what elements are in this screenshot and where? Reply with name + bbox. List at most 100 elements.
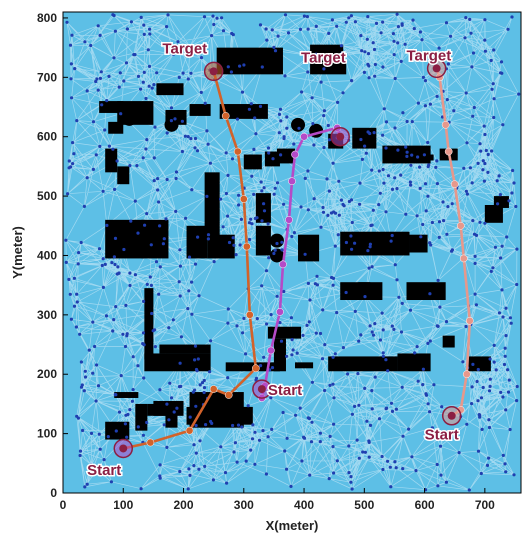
roadmap-node [384, 146, 388, 150]
roadmap-node [253, 462, 257, 466]
roadmap-node [430, 426, 434, 430]
roadmap-node [178, 469, 182, 474]
roadmap-node [253, 116, 257, 120]
roadmap-node [280, 248, 284, 252]
roadmap-node [69, 77, 73, 81]
roadmap-node [279, 339, 284, 343]
path-waypoint [279, 260, 287, 269]
roadmap-node [187, 255, 192, 259]
roadmap-node [510, 15, 514, 19]
roadmap-node [281, 410, 285, 415]
roadmap-node [306, 281, 310, 285]
roadmap-node [419, 235, 423, 239]
roadmap-node [68, 43, 73, 47]
roadmap-node [226, 321, 230, 325]
roadmap-node [318, 431, 322, 435]
roadmap-node [115, 159, 119, 163]
roadmap-node [107, 74, 111, 78]
roadmap-node [426, 402, 430, 406]
roadmap-node [285, 436, 289, 440]
roadmap-node [337, 179, 341, 183]
roadmap-node [368, 423, 373, 427]
roadmap-node [487, 456, 491, 460]
roadmap-node [143, 223, 147, 227]
roadmap-node [202, 390, 206, 395]
roadmap-node [361, 450, 365, 454]
roadmap-node [91, 120, 96, 124]
obstacle [298, 234, 320, 262]
roadmap-node [83, 485, 87, 489]
roadmap-node [303, 252, 307, 256]
roadmap-node [156, 177, 160, 181]
roadmap-node [353, 404, 357, 408]
roadmap-node [94, 153, 98, 157]
roadmap-node [501, 315, 505, 319]
roadmap-node [113, 29, 117, 33]
roadmap-node [435, 94, 439, 98]
roadmap-node [78, 449, 83, 453]
roadmap-node [133, 273, 137, 277]
obstacle [442, 335, 455, 348]
roadmap-node [436, 484, 440, 488]
roadmap-node [70, 33, 74, 37]
roadmap-node [262, 202, 266, 206]
roadmap-node [416, 101, 420, 105]
roadmap-node [142, 343, 146, 347]
roadmap-node [386, 369, 390, 373]
obstacle [114, 392, 139, 398]
roadmap-node [365, 419, 369, 423]
roadmap-node [153, 345, 157, 349]
roadmap-node [349, 480, 353, 484]
roadmap-node [169, 106, 174, 110]
roadmap-node [412, 27, 416, 31]
roadmap-node [250, 222, 254, 226]
y-axis-ticks: 0 100 200 300 400 500 600 700 800 [37, 11, 68, 500]
roadmap-node [389, 485, 393, 489]
roadmap-node [494, 368, 498, 372]
roadmap-node [310, 96, 314, 100]
roadmap-node [283, 449, 287, 453]
roadmap-node [194, 367, 199, 372]
roadmap-node [285, 126, 289, 130]
roadmap-node [395, 187, 399, 191]
roadmap-node [377, 417, 382, 421]
roadmap-node [483, 161, 487, 166]
roadmap-node [142, 299, 146, 303]
roadmap-node [464, 189, 468, 193]
roadmap-node [253, 430, 257, 434]
roadmap-node [136, 74, 141, 78]
roadmap-node [96, 384, 101, 388]
roadmap-node [382, 107, 386, 111]
roadmap-node [310, 380, 314, 384]
obstacle [310, 44, 344, 57]
roadmap-node [327, 138, 332, 142]
path-waypoint [288, 177, 296, 186]
obstacle [295, 362, 314, 369]
roadmap-node [131, 355, 135, 359]
roadmap-node [374, 21, 379, 25]
roadmap-node [435, 462, 439, 467]
roadmap-node [124, 61, 129, 65]
obstacles [99, 44, 509, 440]
roadmap-node [464, 91, 468, 95]
roadmap-node [444, 480, 448, 484]
roadmap-node [371, 41, 375, 45]
obstacle-round [291, 117, 306, 132]
roadmap-node [186, 77, 190, 81]
roadmap-node [193, 146, 197, 150]
roadmap-node [99, 70, 103, 74]
roadmap-node [428, 102, 432, 106]
roadmap-node [391, 31, 395, 36]
roadmap-node [476, 367, 480, 372]
roadmap-node [424, 392, 428, 396]
roadmap-node [367, 266, 371, 270]
roadmap-node [400, 301, 404, 305]
roadmap-node [385, 406, 389, 410]
roadmap-node [223, 471, 228, 475]
roadmap-node [130, 399, 134, 403]
roadmap-node [136, 231, 140, 235]
roadmap-node [381, 65, 385, 69]
roadmap-node [404, 212, 408, 216]
roadmap-node [206, 142, 210, 146]
roadmap-node [224, 191, 228, 196]
